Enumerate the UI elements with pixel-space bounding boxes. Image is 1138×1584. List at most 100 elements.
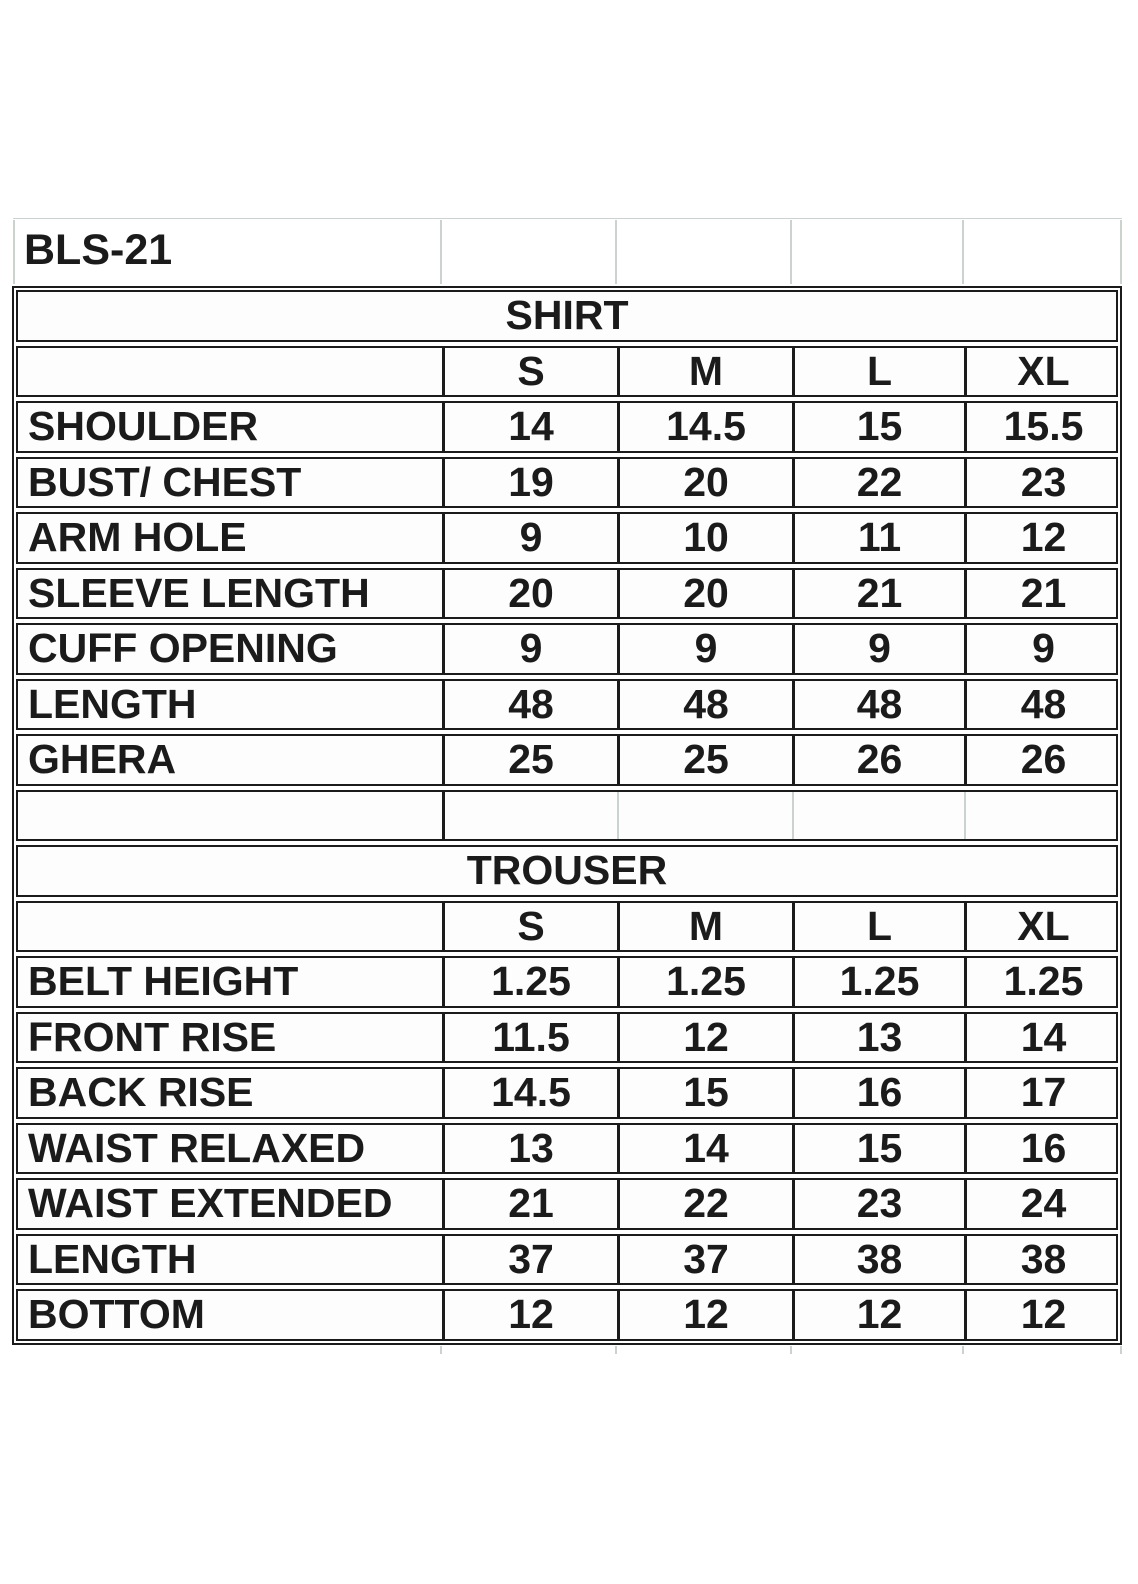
row-label: BUST/ CHEST — [28, 458, 302, 505]
cell-value: 16 — [964, 1124, 1120, 1172]
cell-value: 23 — [964, 458, 1120, 506]
row-label: BOTTOM — [28, 1291, 205, 1338]
gridline-strip: BLS-21 — [13, 218, 1122, 286]
gridline-vertical — [13, 220, 15, 284]
size-col-header: M — [617, 347, 792, 395]
cell-value: 16 — [792, 1069, 964, 1117]
cell-value: 12 — [617, 1291, 792, 1339]
spacer-cell — [442, 791, 617, 839]
cell-value: 37 — [442, 1235, 617, 1283]
shirt-table-row: BUST/ CHEST 19 20 22 23 — [16, 456, 1120, 508]
row-label: SLEEVE LENGTH — [28, 569, 370, 616]
cell-value: 9 — [964, 625, 1120, 673]
row-label: CUFF OPENING — [28, 625, 338, 672]
gridline-stub — [790, 1346, 792, 1354]
row-label: LENGTH — [28, 680, 197, 727]
cell-value: 11.5 — [442, 1013, 617, 1061]
cell-value: 12 — [964, 514, 1120, 562]
cell-value: 11 — [792, 514, 964, 562]
cell-value: 48 — [792, 680, 964, 728]
shirt-table-row: SHOULDER 14 14.5 15 15.5 — [16, 401, 1118, 453]
gridline-stub — [440, 1346, 442, 1354]
row-label: BACK RISE — [28, 1069, 254, 1116]
cell-value: 17 — [964, 1069, 1120, 1117]
gridline-stub — [962, 1346, 964, 1354]
cell-value: 48 — [964, 680, 1120, 728]
trouser-table-row: WAIST RELAXED 13 14 15 16 — [16, 1122, 1120, 1174]
cell-value: 21 — [442, 1180, 617, 1228]
cell-value: 15 — [792, 1124, 964, 1172]
trouser-title: TROUSER — [466, 847, 668, 894]
style-code-label: BLS-21 — [24, 226, 173, 274]
row-label: FRONT RISE — [28, 1013, 277, 1060]
cell-value: 22 — [792, 458, 964, 506]
trouser-header-row: TROUSER — [16, 845, 1118, 897]
cell-value: 48 — [617, 680, 792, 728]
cell-value: 20 — [442, 569, 617, 617]
cell-value: 21 — [792, 569, 964, 617]
trouser-table-row: BACK RISE 14.5 15 16 17 — [16, 1067, 1118, 1119]
size-col-header: XL — [964, 347, 1120, 395]
size-col-header: S — [442, 902, 617, 950]
cell-value: 38 — [792, 1235, 964, 1283]
gridline-vertical — [962, 220, 964, 284]
shirt-table-row: SLEEVE LENGTH 20 20 21 21 — [16, 567, 1118, 619]
shirt-table-row: ARM HOLE 9 10 11 12 — [16, 512, 1118, 564]
size-col-header: M — [617, 902, 792, 950]
cell-value: 38 — [964, 1235, 1120, 1283]
cell-value: 1.25 — [442, 958, 617, 1006]
gridline-stub — [615, 1346, 617, 1354]
row-label: WAIST RELAXED — [28, 1124, 366, 1171]
cell-value: 9 — [442, 625, 617, 673]
cell-value: 15.5 — [964, 403, 1120, 451]
trouser-table-row: BOTTOM 12 12 12 12 — [16, 1289, 1118, 1341]
gridline-vertical — [440, 220, 442, 284]
cell-value: 26 — [964, 736, 1120, 784]
cell-value: 37 — [617, 1235, 792, 1283]
cell-value: 26 — [792, 736, 964, 784]
gridline-vertical — [790, 220, 792, 284]
cell-value: 12 — [617, 1013, 792, 1061]
size-header-empty-cell — [18, 348, 442, 396]
shirt-table-row: GHERA 25 25 26 26 — [16, 734, 1118, 786]
spacer-cell — [964, 791, 1120, 839]
cell-value: 13 — [442, 1124, 617, 1172]
cell-value: 25 — [617, 736, 792, 784]
cell-value: 1.25 — [617, 958, 792, 1006]
cell-value: 22 — [617, 1180, 792, 1228]
cell-value: 23 — [792, 1180, 964, 1228]
cell-value: 15 — [617, 1069, 792, 1117]
cell-value: 10 — [617, 514, 792, 562]
cell-value: 14 — [442, 403, 617, 451]
cell-value: 1.25 — [792, 958, 964, 1006]
spacer-cell — [18, 792, 442, 840]
spacer-row — [16, 789, 1120, 841]
shirt-table-row: LENGTH 48 48 48 48 — [16, 678, 1120, 730]
row-label: BELT HEIGHT — [28, 958, 299, 1005]
size-col-header: L — [792, 347, 964, 395]
trouser-table-row: LENGTH 37 37 38 38 — [16, 1233, 1120, 1285]
size-col-header: L — [792, 902, 964, 950]
row-label: SHOULDER — [28, 403, 259, 450]
cell-value: 12 — [442, 1291, 617, 1339]
cell-value: 13 — [792, 1013, 964, 1061]
cell-value: 15 — [792, 403, 964, 451]
cell-value: 9 — [792, 625, 964, 673]
cell-value: 12 — [964, 1291, 1120, 1339]
spacer-cell — [792, 791, 964, 839]
shirt-header-row: SHIRT — [16, 290, 1118, 342]
shirt-title: SHIRT — [505, 292, 629, 339]
cell-value: 12 — [792, 1291, 964, 1339]
gridline-vertical — [615, 220, 617, 284]
cell-value: 20 — [617, 458, 792, 506]
trouser-size-header-row: S M L XL — [16, 900, 1118, 952]
size-chart-table: SHIRT S M L XL SHOULDER 14 14.5 15 15.5 BUST/ CH… — [12, 286, 1122, 1345]
row-label: WAIST EXTENDED — [28, 1180, 393, 1227]
cell-value: 9 — [617, 625, 792, 673]
spacer-cell — [617, 791, 792, 839]
cell-value: 14 — [617, 1124, 792, 1172]
size-header-empty-cell — [18, 903, 442, 951]
cell-value: 25 — [442, 736, 617, 784]
cell-value: 14.5 — [442, 1069, 617, 1117]
